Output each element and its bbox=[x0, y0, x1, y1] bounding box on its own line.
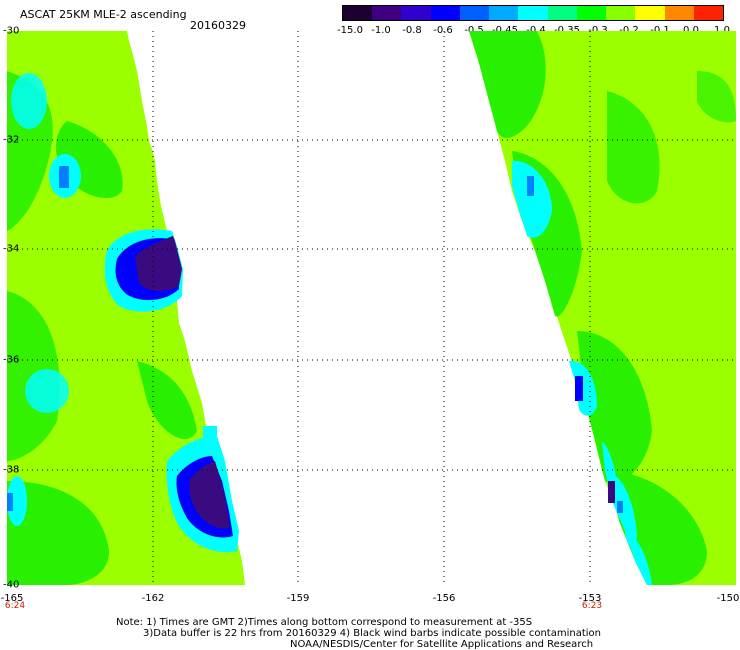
indigo-storm-a bbox=[135, 236, 182, 291]
colorbar-tick-label: -0.1 bbox=[650, 25, 670, 36]
colorbar-segment bbox=[489, 6, 519, 20]
colorbar-segment bbox=[372, 6, 402, 20]
right-swath-green-e bbox=[607, 471, 707, 585]
colorbar-segment bbox=[635, 6, 666, 20]
colorbar-tick-label: 1.0 bbox=[714, 25, 730, 36]
colorbar-segment bbox=[401, 6, 432, 20]
left-swath-green-e bbox=[137, 361, 197, 440]
right-cyan-a bbox=[512, 160, 552, 238]
right-swath-green-a bbox=[469, 31, 546, 138]
colorbar-tick-label: -0.4 bbox=[526, 25, 546, 36]
plot-date: 20160329 bbox=[190, 19, 246, 32]
note-line-1: Note: 1) Times are GMT 2)Times along bot… bbox=[116, 617, 533, 628]
colorbar-tick-label: -0.5 bbox=[464, 25, 484, 36]
lon-label-165: -165 bbox=[0, 593, 24, 604]
colorbar-segment bbox=[547, 6, 578, 20]
lat-label-40: -40 bbox=[3, 579, 20, 591]
colorbar-tick-label: -0.45 bbox=[492, 25, 518, 36]
right-swath-green-d bbox=[577, 331, 652, 484]
lat-label-38: -38 bbox=[3, 464, 20, 476]
colorbar-tick-label: -0.3 bbox=[588, 25, 608, 36]
right-blue-b bbox=[575, 376, 583, 401]
colorbar-segment bbox=[518, 6, 549, 20]
right-blue-a bbox=[527, 176, 534, 196]
note-line-3: NOAA/NESDIS/Center for Satellite Applica… bbox=[290, 639, 594, 650]
lon-label-153: -153 bbox=[578, 593, 602, 604]
lat-label-34: -34 bbox=[3, 243, 20, 255]
note-line-2: 3)Data buffer is 22 hrs from 20160329 4)… bbox=[143, 628, 601, 639]
right-blue-d bbox=[617, 501, 623, 513]
time-label-left: 6:24 bbox=[4, 601, 26, 611]
cyan-patch-a bbox=[11, 73, 47, 129]
colorbar-tick-label: -0.2 bbox=[619, 25, 639, 36]
blue-patch-b bbox=[59, 166, 69, 188]
lon-label-159: -159 bbox=[286, 593, 310, 604]
lon-label-150: -150 bbox=[716, 593, 740, 604]
colorbar-tick-label: -1.0 bbox=[371, 25, 391, 36]
map-panel bbox=[7, 31, 736, 585]
lat-label-36: -36 bbox=[3, 354, 20, 366]
cyan-edge-b bbox=[203, 426, 217, 456]
colorbar-segment bbox=[430, 6, 461, 20]
time-label-right: 6:23 bbox=[581, 601, 603, 611]
right-cyan-e bbox=[625, 531, 652, 585]
colorbar-tick-label: -0.35 bbox=[554, 25, 580, 36]
lat-label-32: -32 bbox=[3, 134, 20, 146]
colorbar-segment bbox=[606, 6, 636, 20]
colorbar-tick-label: -0.8 bbox=[402, 25, 422, 36]
colorbar-tick-label: -0.6 bbox=[433, 25, 453, 36]
right-swath-green-f bbox=[697, 71, 736, 123]
colorbar-segment bbox=[343, 6, 373, 20]
colorbar-segment bbox=[664, 6, 695, 20]
right-swath-green-b bbox=[607, 91, 660, 204]
lat-label-30: -30 bbox=[3, 25, 20, 37]
colorbar-tick-label: 0.0 bbox=[683, 25, 699, 36]
cyan-patch-d bbox=[7, 476, 27, 526]
blue-patch-d bbox=[7, 493, 13, 511]
plot-title: ASCAT 25KM MLE-2 ascending bbox=[20, 8, 187, 21]
lon-label-156: -156 bbox=[432, 593, 456, 604]
left-swath bbox=[7, 31, 245, 585]
cyan-patch-c bbox=[25, 369, 69, 413]
left-swath-green-d bbox=[7, 481, 109, 585]
colorbar-segment bbox=[459, 6, 490, 20]
colorbar-segment bbox=[576, 6, 607, 20]
right-indigo-d bbox=[608, 481, 615, 503]
colorbar-segment bbox=[693, 6, 724, 20]
colorbar-tick-label: -15.0 bbox=[337, 25, 363, 36]
colorbar bbox=[342, 5, 724, 21]
right-swath bbox=[469, 31, 736, 585]
lon-label-162: -162 bbox=[141, 593, 165, 604]
indigo-storm-b bbox=[189, 461, 230, 529]
